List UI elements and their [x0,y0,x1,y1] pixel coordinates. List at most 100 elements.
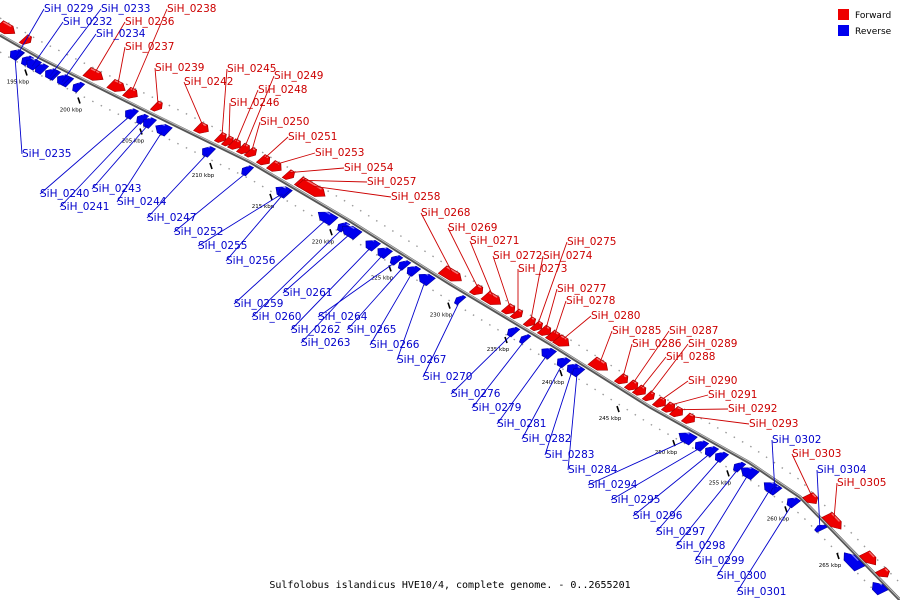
forward-gene-arrow[interactable] [122,86,142,101]
reverse-gene-arrow[interactable] [53,73,72,86]
gene-label[interactable]: SiH_0268 [421,207,470,219]
gene-label[interactable]: SiH_0296 [633,510,683,522]
gene-label[interactable]: SiH_0303 [792,448,841,460]
gene-label[interactable]: SiH_0271 [470,235,519,247]
gene-label[interactable]: SiH_0295 [611,494,660,506]
gene-label[interactable]: SiH_0299 [695,555,744,567]
gene-label[interactable]: SiH_0266 [370,339,420,351]
gene-label[interactable]: SiH_0243 [92,183,141,195]
gene-label[interactable]: SiH_0293 [749,418,798,430]
reverse-gene-arrow[interactable] [675,429,698,446]
reverse-gene-arrow[interactable] [31,62,50,75]
gene-label[interactable]: SiH_0261 [283,287,332,299]
reverse-gene-arrow[interactable] [783,495,802,509]
gene-label[interactable]: SiH_0274 [543,250,593,262]
gene-label[interactable]: SiH_0247 [147,212,196,224]
gene-label[interactable]: SiH_0229 [44,3,93,15]
gene-label[interactable]: SiH_0263 [301,337,350,349]
reverse-gene-arrow[interactable] [553,355,572,369]
forward-gene-arrow[interactable] [82,66,107,83]
gene-label[interactable]: SiH_0252 [174,226,223,238]
reverse-gene-arrow[interactable] [314,208,339,226]
gene-label[interactable]: SiH_0286 [632,338,682,350]
reverse-gene-arrow[interactable] [238,164,255,177]
gene-label[interactable]: SiH_0241 [60,201,109,213]
gene-label[interactable]: SiH_0260 [252,311,301,323]
reverse-gene-arrow[interactable] [768,485,783,496]
forward-gene-arrow[interactable] [641,390,658,403]
gene-label[interactable]: SiH_0250 [260,116,309,128]
forward-gene-arrow[interactable] [509,308,526,321]
gene-label[interactable]: SiH_0284 [568,464,618,476]
gene-label[interactable]: SiH_0248 [258,84,307,96]
gene-label[interactable]: SiH_0234 [96,28,146,40]
reverse-gene-arrow[interactable] [133,113,150,125]
reverse-gene-arrow[interactable] [839,550,866,572]
forward-gene-arrow[interactable] [220,135,236,148]
gene-label[interactable]: SiH_0294 [588,479,638,491]
gene-label[interactable]: SiH_0278 [566,295,615,307]
forward-gene-arrow[interactable] [631,384,649,398]
forward-gene-arrow[interactable] [680,412,698,426]
gene-label[interactable]: SiH_0258 [391,191,440,203]
gene-label[interactable]: SiH_0298 [676,540,725,552]
gene-label[interactable]: SiH_0251 [288,131,337,143]
gene-label[interactable]: SiH_0302 [772,434,821,446]
gene-label[interactable]: SiH_0273 [518,263,567,275]
gene-label[interactable]: SiH_0267 [397,354,446,366]
gene-label[interactable]: SiH_0235 [22,148,71,160]
gene-label[interactable]: SiH_0233 [101,3,150,15]
reverse-gene-arrow[interactable] [395,259,412,271]
reverse-gene-arrow[interactable] [403,264,422,277]
forward-gene-arrow[interactable] [468,284,486,297]
forward-gene-arrow[interactable] [235,142,253,156]
gene-label[interactable]: SiH_0283 [545,449,594,461]
reverse-gene-arrow[interactable] [569,365,586,378]
gene-label[interactable]: SiH_0280 [591,310,640,322]
gene-label[interactable]: SiH_0239 [155,62,204,74]
forward-gene-arrow[interactable] [668,405,686,419]
forward-gene-arrow[interactable] [226,138,244,152]
gene-label[interactable]: SiH_0259 [234,298,283,310]
gene-label[interactable]: SiH_0275 [567,236,616,248]
gene-label[interactable]: SiH_0246 [230,97,280,109]
gene-label[interactable]: SiH_0244 [117,196,167,208]
gene-label[interactable]: SiH_0242 [184,76,233,88]
gene-label[interactable]: SiH_0301 [737,586,786,598]
gene-label[interactable]: SiH_0256 [226,255,276,267]
gene-label[interactable]: SiH_0289 [688,338,737,350]
gene-label[interactable]: SiH_0262 [291,324,340,336]
forward-gene-arrow[interactable] [18,34,35,47]
reverse-gene-arrow[interactable] [711,450,730,463]
forward-gene-arrow[interactable] [149,100,165,113]
forward-gene-arrow[interactable] [500,303,518,317]
gene-label[interactable]: SiH_0255 [198,240,247,252]
gene-label[interactable]: SiH_0272 [493,250,542,262]
gene-label[interactable]: SiH_0240 [40,188,89,200]
forward-gene-arrow[interactable] [874,567,892,579]
gene-label[interactable]: SiH_0269 [448,222,497,234]
gene-label[interactable]: SiH_0270 [423,371,472,383]
gene-label[interactable]: SiH_0232 [63,16,112,28]
reverse-gene-arrow[interactable] [537,345,558,360]
reverse-gene-arrow[interactable] [275,186,292,198]
gene-label[interactable]: SiH_0236 [125,16,175,28]
gene-label[interactable]: SiH_0292 [728,403,777,415]
gene-label[interactable]: SiH_0257 [367,176,416,188]
gene-label[interactable]: SiH_0285 [612,325,661,337]
gene-label[interactable]: SiH_0253 [315,147,364,159]
gene-label[interactable]: SiH_0279 [472,402,521,414]
reverse-gene-arrow[interactable] [868,580,889,596]
gene-label[interactable]: SiH_0277 [557,283,606,295]
reverse-gene-arrow[interactable] [730,460,747,473]
forward-gene-arrow[interactable] [623,379,641,393]
reverse-gene-arrow[interactable] [387,254,404,266]
reverse-gene-arrow[interactable] [152,122,173,137]
forward-gene-arrow[interactable] [193,121,213,136]
forward-gene-arrow[interactable] [821,511,846,531]
gene-label[interactable]: SiH_0254 [344,162,394,174]
gene-label[interactable]: SiH_0276 [451,388,501,400]
gene-label[interactable]: SiH_0290 [688,375,737,387]
gene-label[interactable]: SiH_0305 [837,477,886,489]
gene-label[interactable]: SiH_0264 [318,311,368,323]
